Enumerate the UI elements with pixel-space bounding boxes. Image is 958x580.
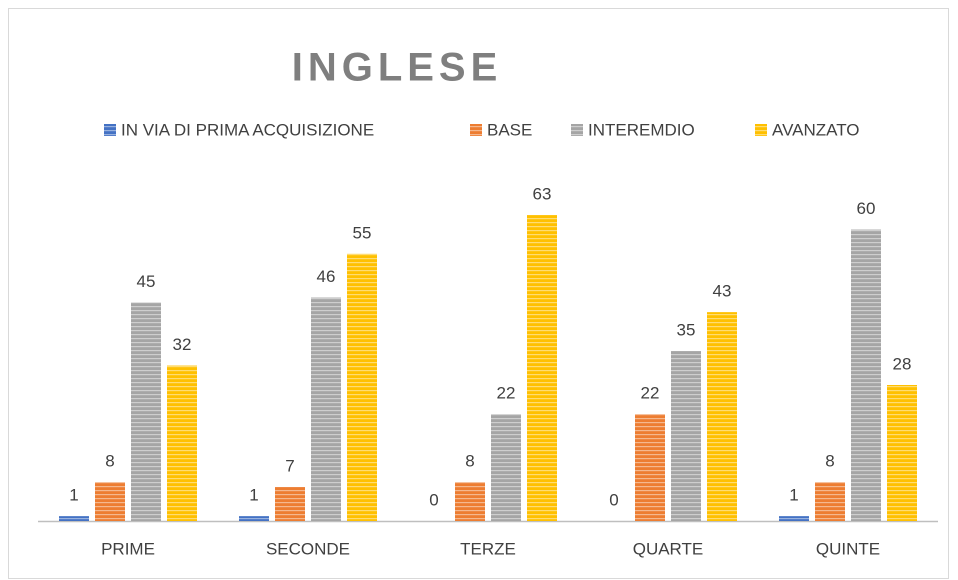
bar — [311, 297, 341, 521]
bar — [275, 487, 305, 521]
data-label: 1 — [69, 486, 78, 505]
data-label: 46 — [317, 267, 336, 286]
bar — [491, 414, 521, 521]
legend-swatch — [104, 124, 116, 136]
bar — [131, 302, 161, 521]
legend-label: INTEREMDIO — [588, 120, 695, 139]
x-tick-label: PRIME — [101, 539, 155, 558]
data-label: 1 — [789, 486, 798, 505]
bar — [455, 482, 485, 521]
data-label: 0 — [429, 490, 438, 509]
data-label: 60 — [857, 199, 876, 218]
data-label: 8 — [105, 452, 114, 471]
legend-label: AVANZATO — [772, 120, 860, 139]
chart-title: INGLESE — [292, 46, 503, 90]
data-label: 0 — [609, 490, 618, 509]
bar — [167, 365, 197, 521]
data-label: 1 — [249, 486, 258, 505]
data-label: 63 — [533, 184, 552, 203]
data-label: 43 — [713, 282, 732, 301]
data-label: 8 — [825, 452, 834, 471]
legend-swatch — [571, 124, 583, 136]
legend-label: IN VIA DI PRIMA ACQUISIZIONE — [121, 120, 374, 139]
data-label: 55 — [353, 223, 372, 242]
x-tick-label: TERZE — [460, 539, 516, 558]
bar — [707, 312, 737, 521]
data-label: 35 — [677, 320, 696, 339]
bar — [671, 351, 701, 521]
data-label: 22 — [497, 384, 516, 403]
bar — [887, 385, 917, 521]
data-label: 22 — [641, 384, 660, 403]
bar — [527, 215, 557, 521]
data-label: 32 — [173, 335, 192, 354]
bar — [851, 229, 881, 522]
legend-swatch — [470, 124, 482, 136]
legend-swatch — [755, 124, 767, 136]
legend-label: BASE — [487, 120, 532, 139]
x-tick-label: QUARTE — [633, 539, 704, 558]
bar — [59, 516, 89, 521]
data-label: 45 — [137, 272, 156, 291]
bar — [779, 516, 809, 521]
bar — [239, 516, 269, 521]
bar — [95, 482, 125, 521]
x-tick-label: SECONDE — [266, 539, 350, 558]
data-label: 8 — [465, 452, 474, 471]
data-label: 7 — [285, 456, 294, 475]
data-label: 28 — [893, 354, 912, 373]
bar — [347, 253, 377, 521]
bar — [815, 482, 845, 521]
x-tick-label: QUINTE — [816, 539, 880, 558]
bar — [635, 414, 665, 521]
